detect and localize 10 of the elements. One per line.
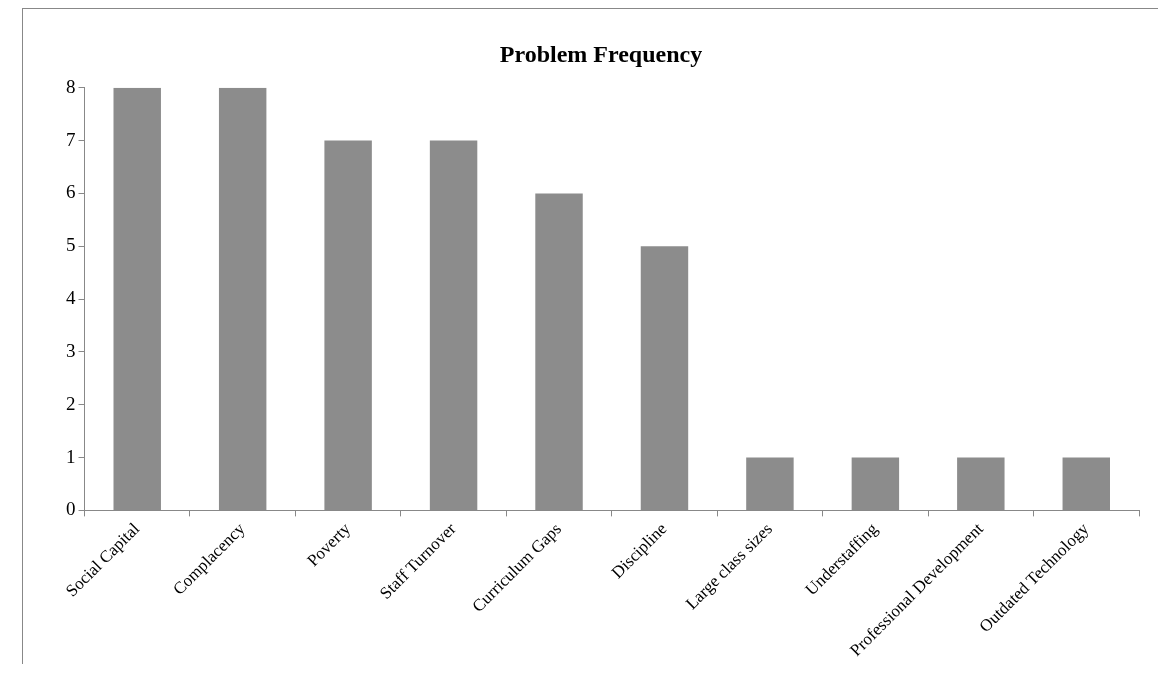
y-tick-label: 0 [66, 498, 76, 520]
y-tick-label: 7 [66, 128, 76, 150]
y-tick-label: 2 [66, 392, 76, 414]
y-tick-label: 6 [66, 181, 76, 203]
y-tick-label: 5 [66, 234, 76, 256]
chart-title: Problem Frequency [499, 40, 703, 67]
y-tick-label: 1 [66, 445, 76, 467]
y-tick-label: 8 [66, 75, 76, 97]
y-tick-label: 3 [66, 339, 76, 361]
y-tick-label: 4 [66, 287, 76, 309]
